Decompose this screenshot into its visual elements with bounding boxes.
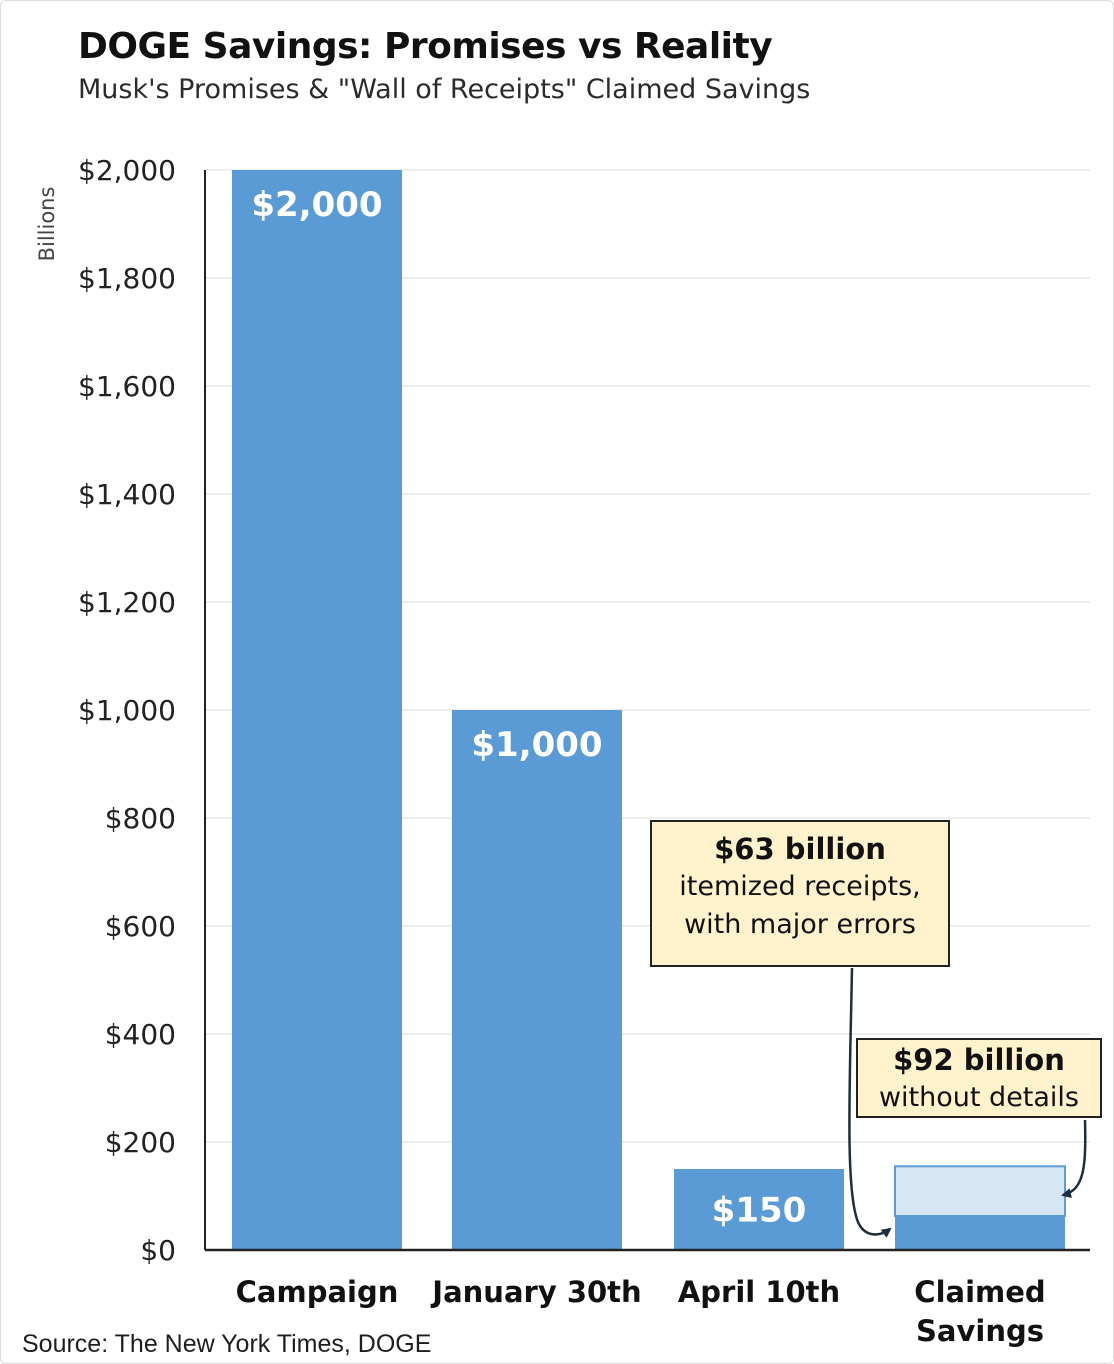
arrow-without-details: [1061, 1119, 1087, 1199]
category-labels: Campaign January 30th April 10th Claimed Sav…: [236, 1275, 1046, 1348]
bar-value-label: $1,000: [471, 725, 602, 765]
stacked-bar-segment: [895, 1215, 1065, 1250]
callout-itemized-amount: $63 billion: [714, 832, 886, 866]
y-tick-label: $1,200: [78, 586, 176, 619]
y-tick-label: $1,600: [78, 370, 176, 403]
callout-undetailed-line-1: without details: [878, 1082, 1080, 1113]
source-note: Source: The New York Times, DOGE: [22, 1330, 432, 1358]
callout-itemized-line-1: itemized receipts,: [679, 871, 921, 902]
y-tick-label: $2,000: [78, 154, 176, 187]
y-tick-label: $0: [140, 1234, 176, 1267]
bar: [452, 710, 622, 1250]
bar-value-label: $150: [712, 1191, 807, 1231]
y-tick-label: $600: [105, 910, 176, 943]
y-tick-label: $1,000: [78, 694, 176, 727]
x-category-label: Campaign: [236, 1275, 399, 1309]
callout-itemized-receipts: $63 billion itemized receipts, with majo…: [650, 820, 950, 967]
callout-itemized-line-2: with major errors: [684, 909, 916, 940]
stacked-bar-segment: [894, 1165, 1066, 1217]
bars: $2,000 $1,000 $150: [232, 170, 1066, 1250]
y-tick-label: $1,400: [78, 478, 176, 511]
y-tick-label: $400: [105, 1018, 176, 1051]
bar: [232, 170, 402, 1250]
chart-subtitle: Musk's Promises & "Wall of Receipts" Cla…: [78, 74, 811, 105]
x-category-label: Claimed Savings: [914, 1275, 1045, 1348]
arrow-itemized: [848, 967, 892, 1238]
x-category-label: January 30th: [430, 1275, 641, 1309]
callout-without-details: $92 billion without details: [856, 1038, 1102, 1118]
chart-title: DOGE Savings: Promises vs Reality: [78, 26, 773, 67]
y-tick-label: $200: [105, 1126, 176, 1159]
y-axis-ticks: $0 $200 $400 $600 $800 $1,000 $1,200 $1,400 $1,6…: [78, 154, 176, 1267]
annotation-arrows: [848, 967, 1087, 1238]
callout-undetailed-amount: $92 billion: [893, 1043, 1065, 1077]
y-axis-label: Billions: [35, 187, 59, 262]
bar: [674, 1169, 844, 1250]
y-tick-label: $1,800: [78, 262, 176, 295]
x-category-label: April 10th: [678, 1275, 840, 1309]
bar-value-label: $2,000: [251, 185, 382, 225]
y-tick-label: $800: [105, 802, 176, 835]
